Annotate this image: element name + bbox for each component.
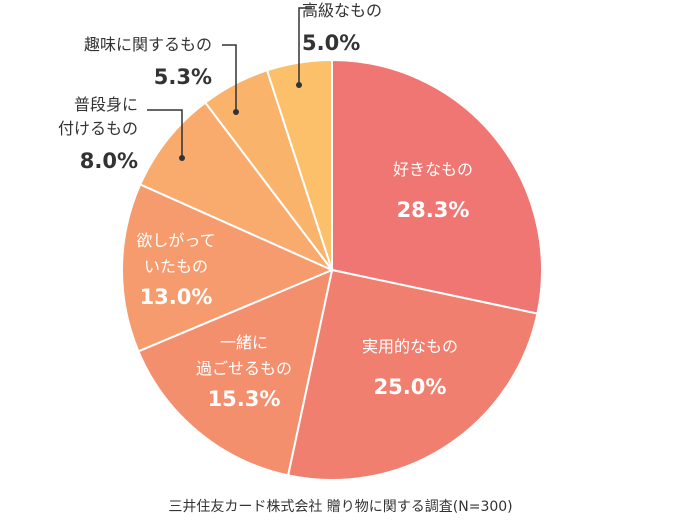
pie-slice — [331, 58, 543, 315]
pie-slice — [286, 268, 539, 481]
leader-line — [147, 109, 183, 158]
leader-dot — [179, 155, 185, 161]
slice-label: 欲しがって — [136, 231, 215, 250]
pie-slice — [121, 183, 335, 353]
slice-value-label: 5.3% — [154, 65, 212, 89]
leader-dot — [296, 82, 302, 88]
slice-value-label: 28.3% — [397, 198, 470, 222]
slice-value-label: 13.0% — [140, 285, 213, 309]
source-note: 三井住友カード株式会社 贈り物に関する調査(N=300) — [168, 499, 513, 515]
slice-label: 一緒に — [220, 333, 268, 352]
pie-slice — [138, 101, 333, 271]
slice-value-label: 5.0% — [302, 31, 360, 55]
leader-dot — [233, 109, 239, 115]
leader-line — [298, 7, 312, 85]
slice-label: 好きなもの — [393, 160, 473, 179]
slice-value-label: 15.3% — [208, 387, 281, 411]
slice-label: 付けるもの — [58, 119, 138, 138]
slice-label: いたもの — [144, 257, 208, 276]
leader-line — [222, 44, 237, 112]
slice-label: 普段身に — [74, 95, 138, 114]
slice-value-label: 25.0% — [374, 375, 447, 399]
slice-label: 実用的なもの — [362, 337, 458, 356]
slice-label: 過ごせるもの — [196, 359, 292, 378]
slice-label: 高級なもの — [302, 1, 382, 20]
slice-label: 趣味に関するもの — [84, 35, 212, 54]
slice-value-label: 8.0% — [80, 149, 138, 173]
pie-slice — [137, 268, 334, 477]
